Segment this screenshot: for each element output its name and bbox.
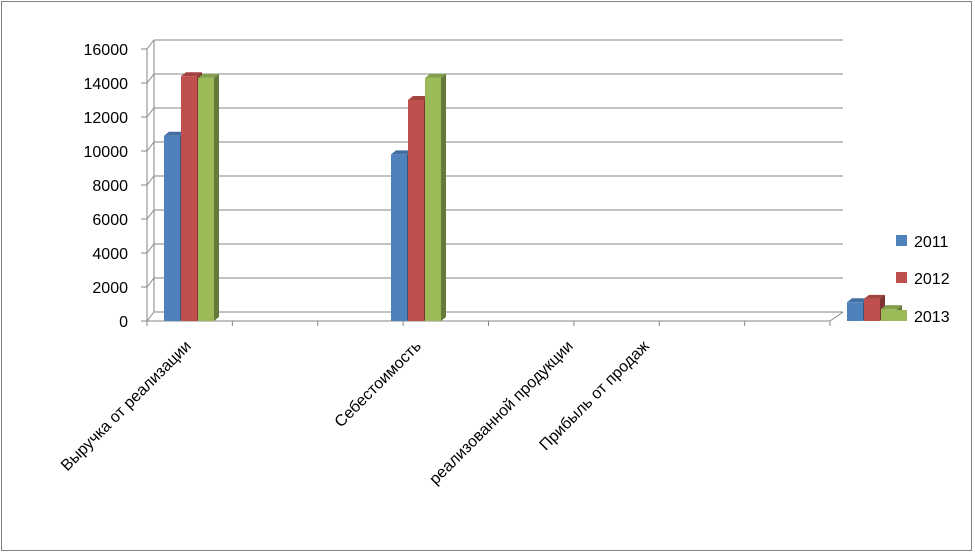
category-label: Выручка от реализации [58,338,195,475]
y-tick-label: 4000 [92,246,128,263]
bar-top [198,73,219,78]
bar-front [425,77,441,322]
legend-swatch [896,310,907,321]
legend: 2011 2012 2013 [896,234,950,326]
bar-top [847,298,868,303]
gridline-side [146,243,155,254]
y-tick-label: 6000 [92,212,128,229]
y-tick-label: 16000 [84,42,129,59]
axes [146,40,844,326]
bar-2013-1 [198,73,219,322]
bar-top [181,72,202,77]
legend-item-2011: 2011 [896,234,949,251]
gridline-side [146,175,155,186]
bar-front [881,309,897,321]
y-tick-label: 10000 [84,144,129,161]
bar-top [164,131,185,136]
bar-top [408,96,429,100]
bar-side [441,73,446,322]
y-tick-label: 12000 [84,110,129,127]
y-tick-label: 8000 [92,178,128,195]
legend-label: 2012 [914,271,950,288]
gridline-side [146,39,155,50]
bars [164,72,902,322]
gridline-side [146,277,155,288]
legend-label: 2013 [914,309,950,326]
bar-front [198,77,214,322]
legend-item-2013: 2013 [896,309,950,326]
bar-front [847,302,863,321]
bar-front [181,76,197,321]
bar-top [864,294,885,299]
bar-front [391,154,407,321]
category-label: реализованной продукции [426,338,576,488]
bar-front [164,135,180,321]
bar-top [425,73,446,78]
gridline-side [146,311,155,322]
legend-swatch [896,272,907,283]
gridline-side [146,141,155,152]
bar-front [408,100,424,321]
y-axis-ticks: 0 2000 4000 6000 8000 10000 12000 14000 16000 [84,42,129,331]
y-tick-label: 2000 [92,280,128,297]
bar-top [881,305,902,310]
gridline-side [146,73,155,84]
legend-item-2012: 2012 [896,271,950,288]
category-labels: Выручка от реализации Себестоимость реализ… [58,338,653,489]
category-label: Себестоимость [332,338,425,431]
bar-2013-2 [425,73,446,322]
bar-front [864,298,880,321]
legend-swatch [896,235,907,246]
gridline-side [146,107,155,118]
y-tick-label: 14000 [84,76,129,93]
gridline-side [146,209,155,220]
bar-side [214,73,219,322]
legend-label: 2011 [914,234,949,251]
bar-top [391,150,412,155]
y-tick-label: 0 [119,314,128,331]
gridlines [141,39,843,322]
floor-right-edge [829,311,844,322]
